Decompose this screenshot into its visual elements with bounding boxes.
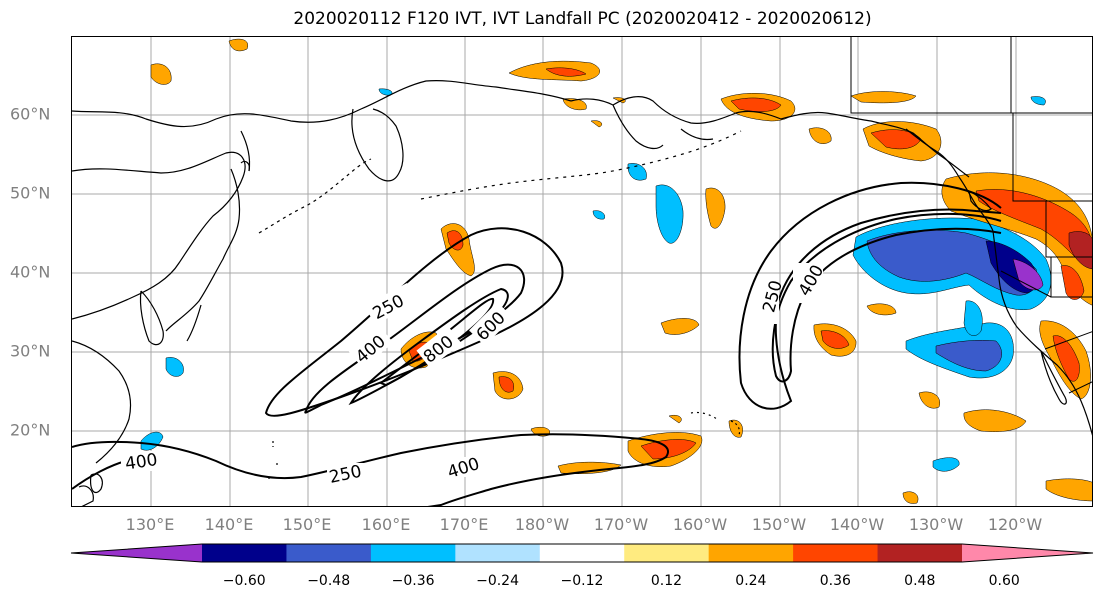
lon-label-120w: 120°W	[987, 515, 1043, 534]
gridlines	[72, 37, 1092, 506]
negative-pc-shading	[140, 88, 1052, 472]
colorbar-segment	[539, 544, 625, 562]
lon-label-150e: 150°E	[282, 515, 332, 534]
colorbar-tick-label: −0.12	[560, 573, 604, 589]
lon-label-140w: 140°W	[829, 515, 885, 534]
colorbar-tick-label: 0.36	[819, 573, 851, 589]
colorbar-tick-label: 0.12	[650, 573, 683, 589]
colorbar-tick-label: −0.24	[476, 573, 519, 589]
colorbar-segment	[624, 544, 710, 562]
lat-label-40n: 40°N	[10, 262, 51, 282]
lon-label-150w: 150°W	[751, 515, 807, 534]
lat-label-50n: 50°N	[10, 183, 51, 203]
colorbar-extend-min	[71, 544, 202, 562]
map-panel: 250 400 600 800 250 400 400 250 400	[71, 36, 1093, 507]
map-title: 2020020112 F120 IVT, IVT Landfall PC (20…	[293, 9, 872, 29]
positive-pc-shading	[150, 38, 1092, 504]
contour-label-250-central: 250	[759, 278, 787, 315]
contour-label-400-southwest: 400	[124, 450, 159, 474]
lon-label-170e: 170°E	[439, 515, 489, 534]
colorbar-outline	[70, 543, 1094, 563]
map-canvas: 250 400 600 800 250 400 400 250 400	[72, 37, 1092, 506]
colorbar-segment	[877, 544, 963, 562]
colorbar-extend-max	[962, 544, 1093, 562]
colorbar-segment	[708, 544, 794, 562]
colorbar	[0, 542, 1105, 570]
colorbar-segment	[370, 544, 456, 562]
colorbar-tick-label: 0.24	[735, 573, 767, 589]
colorbar-segments	[70, 543, 1094, 563]
lon-label-140e: 140°E	[204, 515, 254, 534]
lon-label-160e: 160°E	[361, 515, 411, 534]
lon-label-170w: 170°W	[593, 515, 649, 534]
colorbar-tick-label: −0.36	[391, 573, 435, 589]
colorbar-tick-label: −0.60	[222, 573, 266, 589]
colorbar-tick-label: 0.48	[904, 573, 936, 589]
lat-label-60n: 60°N	[10, 104, 51, 124]
ivt-contours	[72, 181, 1002, 506]
lon-label-130e: 130°E	[125, 515, 175, 534]
lon-label-180w: 180°W	[514, 515, 570, 534]
lat-label-30n: 30°N	[10, 341, 51, 361]
lat-label-20n: 20°N	[10, 420, 51, 440]
colorbar-segment	[793, 544, 879, 562]
contour-labels: 250 400 600 800 250 400 400 250 400	[121, 262, 828, 488]
lon-label-130w: 130°W	[908, 515, 964, 534]
colorbar-segment	[202, 544, 287, 562]
lon-label-160w: 160°W	[672, 515, 728, 534]
colorbar-segment	[455, 544, 541, 562]
colorbar-svg	[70, 543, 1094, 563]
colorbar-tick-label: 0.60	[988, 573, 1020, 589]
political-borders	[850, 37, 1092, 394]
coastlines	[72, 80, 1092, 506]
colorbar-segment	[286, 544, 372, 562]
colorbar-tick-label: −0.48	[307, 573, 351, 589]
